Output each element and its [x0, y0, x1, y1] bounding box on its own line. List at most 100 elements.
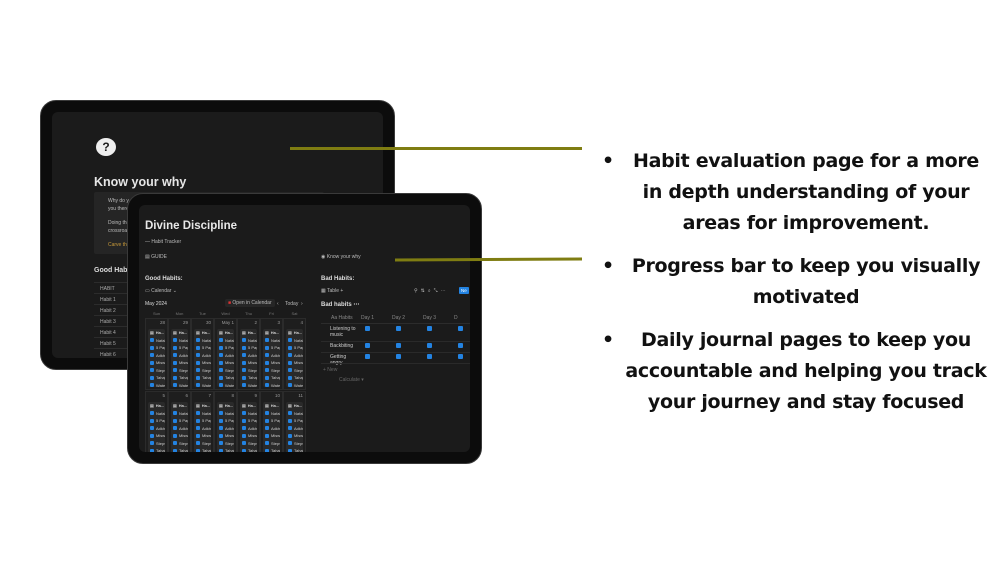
- habit-checkbox-item[interactable]: Miswa: [263, 432, 280, 440]
- checkbox-checked-icon[interactable]: [458, 354, 463, 359]
- checkbox-checked-icon[interactable]: [196, 441, 200, 446]
- checkbox-checked-icon[interactable]: [219, 338, 223, 343]
- calendar-day-cell[interactable]: 3 ▤Ha...Nafal 5 PageAdkha MiswaSteps TahajjW…: [260, 318, 283, 393]
- checkbox-checked-icon[interactable]: [242, 411, 246, 416]
- checkbox-checked-icon[interactable]: [196, 433, 200, 438]
- habit-checkbox-item[interactable]: Steps: [217, 367, 234, 375]
- habit-checkbox-item[interactable]: 5 Page: [286, 344, 303, 352]
- checkbox-checked-icon[interactable]: [219, 375, 223, 380]
- checkbox-checked-icon[interactable]: [265, 368, 269, 373]
- checkbox-checked-icon[interactable]: [150, 448, 154, 452]
- calendar-day-cell[interactable]: 10 ▤Ha...Nafal 5 PageAdkha MiswaSteps Tahajj…: [260, 391, 283, 452]
- habit-checkbox-item[interactable]: 5 Page: [286, 417, 303, 425]
- habit-checkbox-item[interactable]: Miswa: [148, 359, 165, 367]
- calendar-day-cell[interactable]: May 1 ▤Ha...Nafal 5 PageAdkha MiswaSteps Tah…: [214, 318, 237, 393]
- checkbox-checked-icon[interactable]: [242, 368, 246, 373]
- checkbox-checked-icon[interactable]: [288, 368, 292, 373]
- checkbox-checked-icon[interactable]: [219, 418, 223, 423]
- habit-checkbox-item[interactable]: Miswa: [217, 432, 234, 440]
- checkbox-checked-icon[interactable]: [173, 426, 177, 431]
- habit-checkbox-item[interactable]: Miswa: [148, 432, 165, 440]
- checkbox-checked-icon[interactable]: [173, 433, 177, 438]
- checkbox-checked-icon[interactable]: [173, 418, 177, 423]
- checkbox-checked-icon[interactable]: [265, 448, 269, 452]
- checkbox-checked-icon[interactable]: [196, 360, 200, 365]
- checkbox-checked-icon[interactable]: [396, 354, 401, 359]
- table-view-tab[interactable]: ▦ Table +: [321, 288, 344, 294]
- table-toolbar-icons[interactable]: ⚲⇅⌕⤡⋯: [414, 288, 449, 294]
- habit-checkbox-item[interactable]: Tahajj: [286, 374, 303, 382]
- checkbox-checked-icon[interactable]: [196, 426, 200, 431]
- checkbox-checked-icon[interactable]: [219, 441, 223, 446]
- checkbox-checked-icon[interactable]: [196, 368, 200, 373]
- add-new-row-button[interactable]: + New: [323, 367, 338, 373]
- checkbox-checked-icon[interactable]: [265, 441, 269, 446]
- habit-checkbox-item[interactable]: Adkha: [286, 352, 303, 360]
- checkbox-checked-icon[interactable]: [173, 448, 177, 452]
- habit-checkbox-item[interactable]: Nafal: [148, 410, 165, 418]
- habit-checkbox-item[interactable]: Steps: [240, 367, 257, 375]
- habit-checkbox-item[interactable]: Nafal: [171, 410, 188, 418]
- checkbox-checked-icon[interactable]: [173, 383, 177, 388]
- checkbox-checked-icon[interactable]: [288, 338, 292, 343]
- checkbox-checked-icon[interactable]: [242, 375, 246, 380]
- habit-checkbox-item[interactable]: Steps: [148, 367, 165, 375]
- checkbox-checked-icon[interactable]: [173, 353, 177, 358]
- habit-checkbox-item[interactable]: Nafal: [217, 410, 234, 418]
- checkbox-checked-icon[interactable]: [265, 383, 269, 388]
- habit-checkbox-item[interactable]: Miswa: [263, 359, 280, 367]
- checkbox-checked-icon[interactable]: [150, 338, 154, 343]
- checkbox-checked-icon[interactable]: [242, 383, 246, 388]
- habit-checkbox-item[interactable]: Nafal: [171, 337, 188, 345]
- checkbox-checked-icon[interactable]: [219, 448, 223, 452]
- checkbox-checked-icon[interactable]: [219, 360, 223, 365]
- habit-checkbox-item[interactable]: Steps: [171, 367, 188, 375]
- checkbox-checked-icon[interactable]: [242, 353, 246, 358]
- checkbox-checked-icon[interactable]: [173, 441, 177, 446]
- habit-checkbox-item[interactable]: Tahajj: [240, 447, 257, 452]
- habit-checkbox-item[interactable]: 5 Page: [194, 344, 211, 352]
- checkbox-checked-icon[interactable]: [219, 353, 223, 358]
- habit-checkbox-item[interactable]: Adkha: [194, 425, 211, 433]
- checkbox-checked-icon[interactable]: [242, 441, 246, 446]
- habit-checkbox-item[interactable]: Tahajj: [263, 447, 280, 452]
- checkbox-checked-icon[interactable]: [242, 338, 246, 343]
- habit-checkbox-item[interactable]: 5 Page: [240, 344, 257, 352]
- checkbox-checked-icon[interactable]: [288, 418, 292, 423]
- habit-checkbox-item[interactable]: Miswa: [171, 432, 188, 440]
- habit-checkbox-item[interactable]: 5 Page: [171, 417, 188, 425]
- habit-checkbox-item[interactable]: Miswa: [217, 359, 234, 367]
- checkbox-checked-icon[interactable]: [265, 375, 269, 380]
- checkbox-checked-icon[interactable]: [196, 353, 200, 358]
- next-month-icon[interactable]: ›: [301, 301, 303, 307]
- habit-checkbox-item[interactable]: Nafal: [148, 337, 165, 345]
- habit-checkbox-item[interactable]: Steps: [194, 367, 211, 375]
- habit-checkbox-item[interactable]: Adkha: [240, 352, 257, 360]
- habit-checkbox-item[interactable]: 5 Page: [148, 344, 165, 352]
- checkbox-checked-icon[interactable]: [288, 383, 292, 388]
- habit-checkbox-item[interactable]: Miswa: [240, 432, 257, 440]
- habit-checkbox-item[interactable]: Tahajj: [171, 374, 188, 382]
- checkbox-checked-icon[interactable]: [150, 383, 154, 388]
- checkbox-checked-icon[interactable]: [196, 375, 200, 380]
- checkbox-checked-icon[interactable]: [427, 354, 432, 359]
- calendar-day-cell[interactable]: 28 ▤Ha...Nafal 5 PageAdkha MiswaSteps Tahajj…: [145, 318, 168, 393]
- checkbox-checked-icon[interactable]: [242, 433, 246, 438]
- today-button[interactable]: Today: [285, 301, 299, 307]
- habit-checkbox-item[interactable]: Tahajj: [286, 447, 303, 452]
- checkbox-checked-icon[interactable]: [288, 426, 292, 431]
- habit-checkbox-item[interactable]: Water: [286, 382, 303, 390]
- habit-checkbox-item[interactable]: Steps: [148, 440, 165, 448]
- habit-checkbox-item[interactable]: 5 Page: [194, 417, 211, 425]
- calendar-day-cell[interactable]: 2 ▤Ha...Nafal 5 PageAdkha MiswaSteps TahajjW…: [237, 318, 260, 393]
- checkbox-checked-icon[interactable]: [173, 375, 177, 380]
- checkbox-checked-icon[interactable]: [265, 426, 269, 431]
